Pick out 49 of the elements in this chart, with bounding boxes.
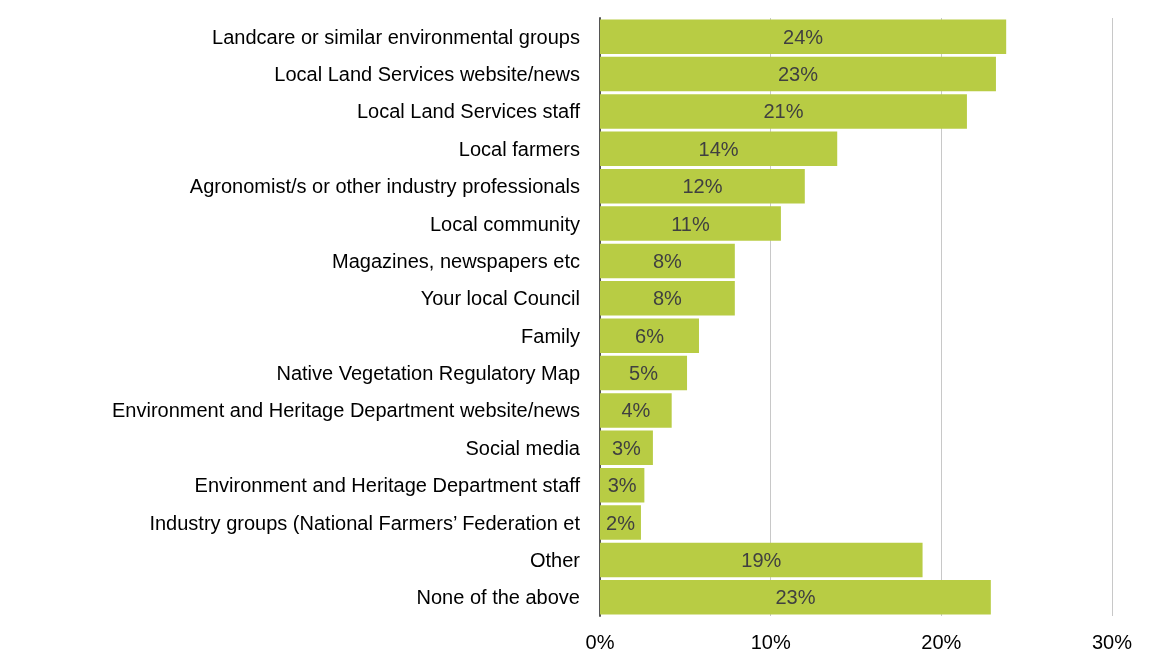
- data-label: 3%: [612, 436, 642, 459]
- data-label: 14%: [698, 137, 739, 160]
- y-tick-label: Family: [521, 324, 580, 347]
- x-tick-label: 10%: [750, 631, 791, 653]
- y-tick-label: Local farmers: [458, 137, 580, 160]
- bar: [600, 281, 735, 316]
- y-tick-label: Native Vegetation Regulatory Map: [276, 362, 580, 385]
- y-tick-label: Industry groups (National Farmers’ Federation et: [149, 511, 581, 534]
- y-tick-label: Local Land Services staff: [356, 100, 581, 123]
- bar: [600, 542, 923, 578]
- x-tick-label: 20%: [921, 631, 962, 653]
- y-tick-label: Environment and Heritage Department website/news: [111, 399, 580, 422]
- data-label: 23%: [775, 586, 816, 609]
- bar: [600, 355, 688, 391]
- data-label: 6%: [635, 324, 665, 347]
- data-label: 3%: [607, 474, 637, 497]
- bar: [600, 580, 991, 615]
- y-tick-label: Local Land Services website/news: [274, 63, 580, 86]
- x-tick-label: 30%: [1091, 631, 1133, 653]
- data-label: 21%: [763, 100, 804, 123]
- y-tick-label: Other: [529, 548, 581, 571]
- bar: [600, 318, 699, 353]
- x-tick-label: 0%: [585, 631, 615, 653]
- bar: [600, 169, 805, 204]
- data-label: 8%: [652, 249, 683, 272]
- y-tick-label: None of the above: [416, 586, 580, 609]
- y-tick-label: Social media: [465, 436, 581, 459]
- y-tick-label: Magazines, newspapers etc: [332, 249, 580, 272]
- data-label: 4%: [621, 399, 651, 422]
- data-label: 8%: [652, 287, 683, 310]
- data-label: 5%: [629, 362, 659, 385]
- y-tick-label: Agronomist/s or other industry professionals: [189, 175, 580, 198]
- data-label: 23%: [777, 63, 819, 86]
- bar: [600, 19, 1007, 54]
- data-label: 24%: [783, 25, 824, 48]
- y-tick-label: Local community: [429, 212, 580, 235]
- bar: [600, 243, 735, 279]
- data-label: 11%: [671, 212, 710, 235]
- bar: [600, 94, 967, 129]
- y-tick-label: Environment and Heritage Department staff: [194, 474, 581, 497]
- data-label: 2%: [606, 511, 636, 534]
- y-tick-label: Your local Council: [420, 287, 580, 310]
- data-label: 19%: [741, 548, 782, 571]
- bar: [600, 393, 672, 428]
- data-label: 12%: [682, 175, 723, 198]
- y-tick-label: Landcare or similar environmental groups: [212, 25, 580, 48]
- bar: [600, 206, 781, 241]
- bar: [600, 56, 996, 92]
- bar: [600, 131, 838, 167]
